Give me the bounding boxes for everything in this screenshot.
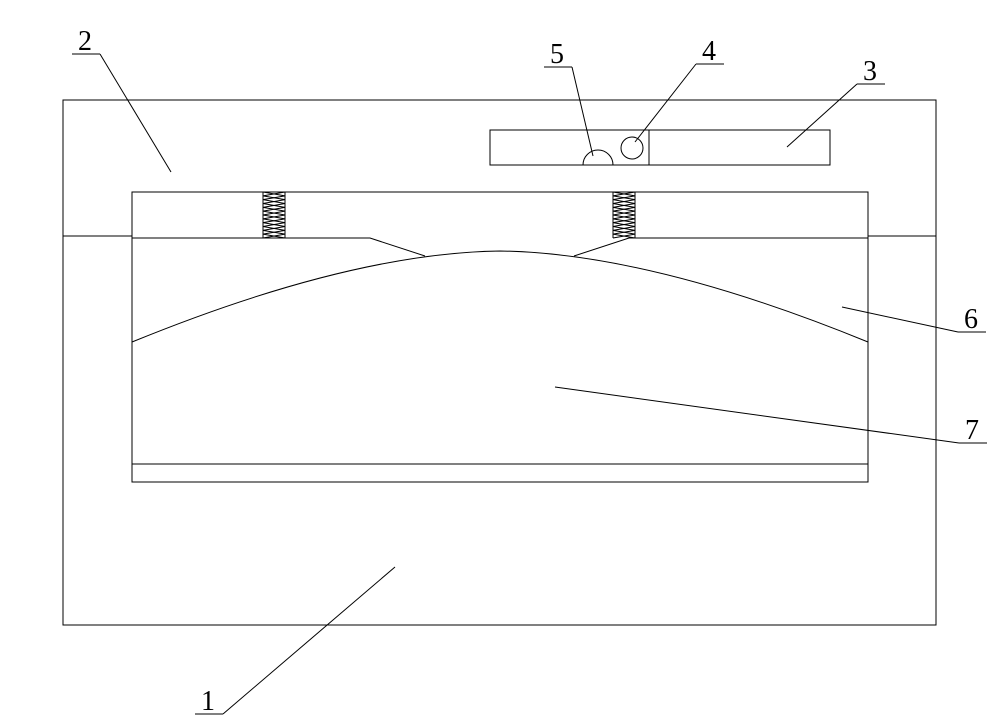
label-5: 5 (550, 39, 564, 70)
slider-bar (490, 130, 830, 165)
label-3-leader (787, 84, 857, 147)
outer-frame (63, 100, 936, 625)
label-6-leader (842, 307, 958, 332)
label-2: 2 (78, 26, 92, 57)
left-spring (263, 192, 285, 238)
right-spring (613, 192, 635, 238)
dome-curve (132, 251, 868, 342)
label-3: 3 (863, 56, 877, 87)
label-1: 1 (201, 686, 215, 717)
label-1-leader (223, 567, 395, 714)
right-spandrel-tip (574, 238, 868, 256)
label-7: 7 (965, 415, 979, 446)
left-spandrel-tip (132, 238, 425, 256)
label-4: 4 (702, 36, 716, 67)
inner-frame (132, 192, 868, 482)
label-5-leader (572, 67, 593, 156)
label-7-leader (555, 387, 959, 443)
pivot-circle (621, 137, 643, 159)
label-6: 6 (964, 304, 978, 335)
half-circle (583, 150, 613, 165)
label-2-leader (100, 54, 171, 172)
